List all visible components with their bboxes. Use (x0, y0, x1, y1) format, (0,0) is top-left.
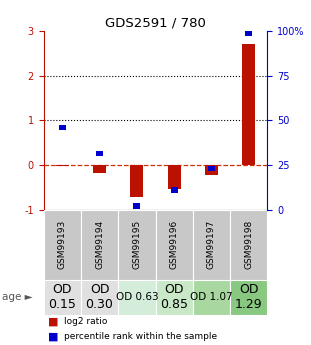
Bar (44, 209, 81, 280)
Text: GSM99194: GSM99194 (95, 220, 104, 269)
Bar (208, 166, 215, 171)
Text: OD
1.29: OD 1.29 (235, 283, 262, 311)
Bar (193, 280, 230, 315)
Bar (118, 209, 156, 280)
Bar (81, 209, 118, 280)
Bar (230, 209, 267, 280)
Bar (156, 280, 193, 315)
Text: age ►: age ► (2, 292, 32, 302)
Bar (93, 165, 106, 173)
Bar (96, 151, 103, 156)
Bar (171, 187, 178, 193)
Bar (245, 30, 252, 36)
Text: OD 1.07: OD 1.07 (190, 292, 233, 302)
Text: GSM99198: GSM99198 (244, 220, 253, 269)
Bar (118, 280, 156, 315)
Text: GSM99196: GSM99196 (170, 220, 179, 269)
Bar (242, 43, 255, 165)
Bar (81, 280, 118, 315)
Bar (130, 165, 143, 197)
Text: OD
0.85: OD 0.85 (160, 283, 188, 311)
Bar (230, 280, 267, 315)
Text: OD
0.30: OD 0.30 (86, 283, 114, 311)
Bar (59, 125, 66, 130)
Bar (156, 209, 193, 280)
Text: OD 0.63: OD 0.63 (115, 292, 158, 302)
Text: ■: ■ (48, 331, 58, 341)
Text: OD
0.15: OD 0.15 (48, 283, 76, 311)
Text: GSM99197: GSM99197 (207, 220, 216, 269)
Text: GSM99195: GSM99195 (132, 220, 141, 269)
Text: percentile rank within the sample: percentile rank within the sample (64, 332, 217, 341)
Text: GSM99193: GSM99193 (58, 220, 67, 269)
Title: GDS2591 / 780: GDS2591 / 780 (105, 17, 206, 30)
Bar (168, 165, 181, 189)
Bar (133, 203, 140, 209)
Bar (193, 209, 230, 280)
Bar (56, 165, 69, 166)
Text: ■: ■ (48, 316, 58, 326)
Text: log2 ratio: log2 ratio (64, 317, 107, 326)
Bar (44, 280, 81, 315)
Bar (205, 165, 218, 175)
